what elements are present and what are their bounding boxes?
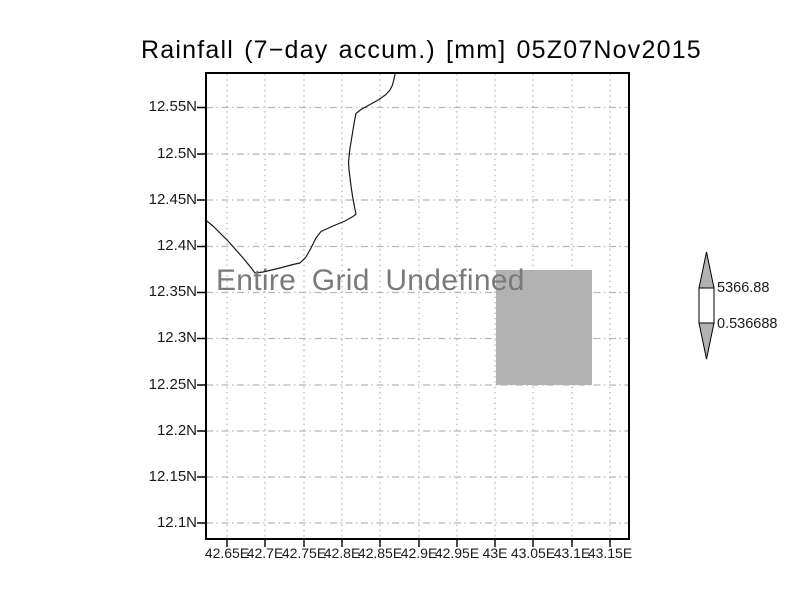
y-axis-label: 12.1N (156, 514, 197, 531)
plot-frame (205, 72, 630, 540)
y-axis-label: 12.45N (148, 191, 197, 208)
x-axis-label: 42.65E (204, 545, 250, 561)
x-axis-label: 42.85E (357, 545, 403, 561)
y-axis-label: 12.35N (148, 283, 197, 300)
y-axis-label: 12.55N (148, 98, 197, 115)
x-axis-label: 43E (482, 545, 508, 561)
y-axis-label: 12.5N (156, 145, 197, 162)
coastline-path (204, 71, 397, 274)
colorbar-bottom-arrow (698, 322, 715, 360)
x-axis-ticks (226, 540, 611, 547)
y-axis-ticks (197, 106, 205, 524)
x-axis-label: 42.95E (434, 545, 480, 561)
x-axis-label: 42.7E (246, 545, 284, 561)
y-axis-label: 12.15N (148, 468, 197, 485)
masked-data-rect (496, 270, 592, 385)
y-axis-label: 12.3N (156, 329, 197, 346)
x-axis-label: 43.15E (587, 545, 633, 561)
colorbar-box (698, 287, 715, 324)
plot-title: Rainfall (7−day accum.) [mm] 05Z07Nov201… (141, 36, 702, 64)
x-axis-label: 42.75E (281, 545, 327, 561)
colorbar-max-label: 5366.88 (717, 280, 770, 296)
x-axis-label: 43.05E (510, 545, 556, 561)
x-axis-label: 43.1E (553, 545, 591, 561)
x-axis-label: 42.9E (400, 545, 438, 561)
y-axis-label: 12.25N (148, 376, 197, 393)
y-axis-label: 12.4N (156, 237, 197, 254)
y-axis-label: 12.2N (156, 422, 197, 439)
x-axis-label: 42.8E (323, 545, 361, 561)
colorbar-top-arrow (698, 251, 715, 289)
colorbar-min-label: 0.536688 (717, 316, 778, 332)
grid-undefined-message: Entire Grid Undefined (216, 264, 525, 297)
